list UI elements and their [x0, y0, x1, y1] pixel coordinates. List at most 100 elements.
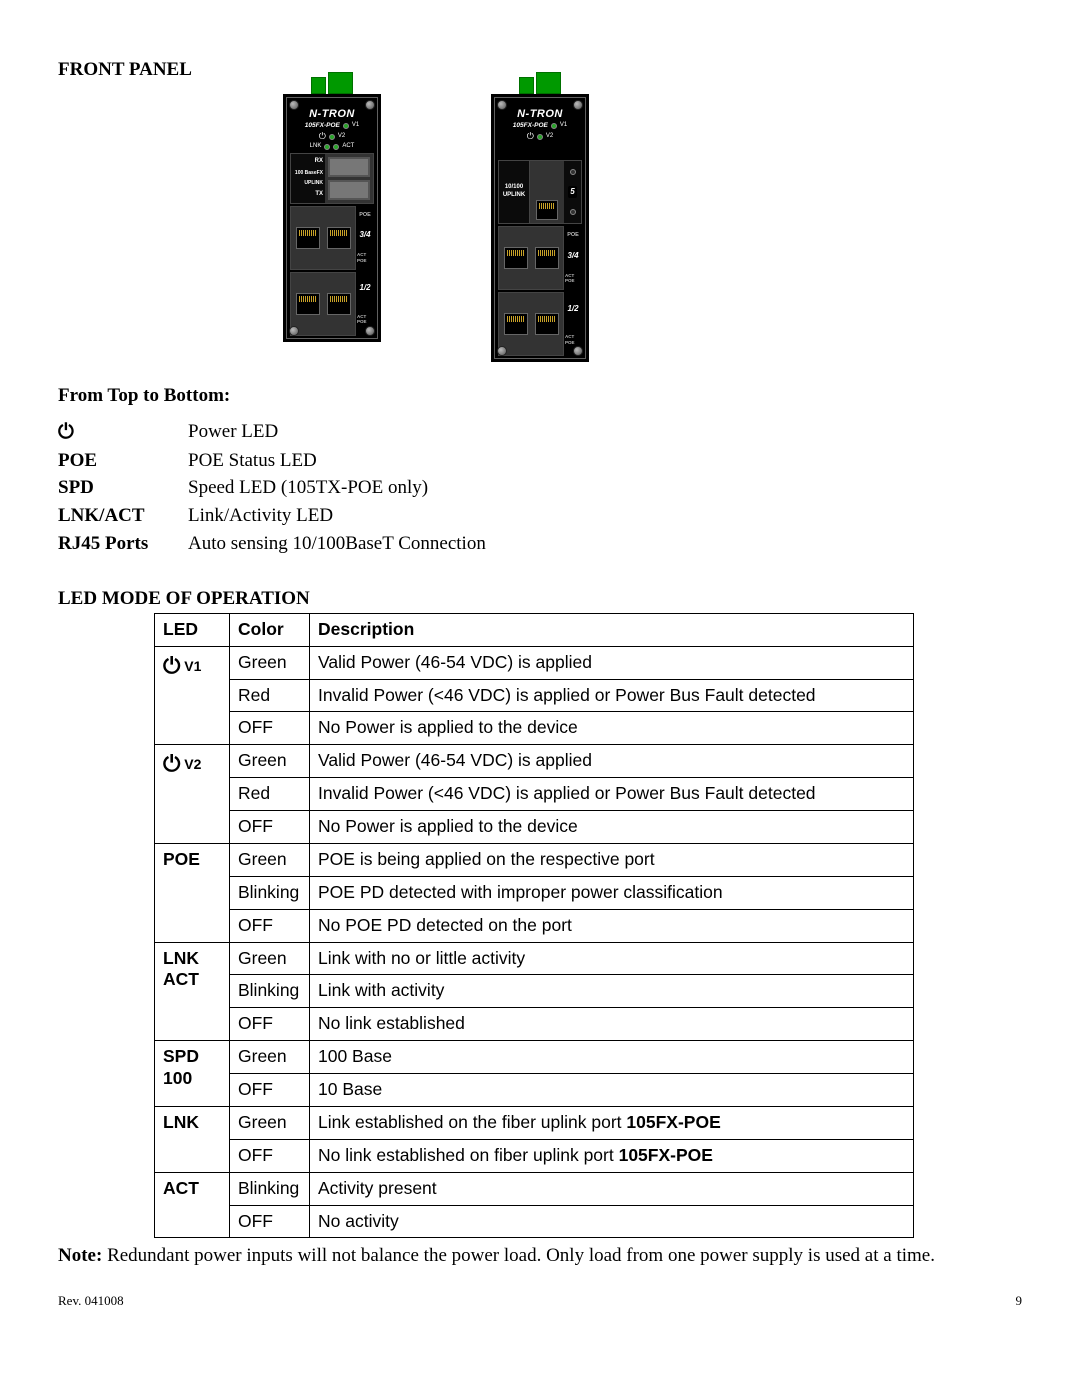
- power-icon: ⏻: [58, 421, 74, 443]
- cell-color: Green: [230, 646, 310, 679]
- tx-10-100-label: 10/100: [501, 184, 527, 192]
- cell-led: SPD100: [155, 1041, 230, 1107]
- power-icon: ⏻: [163, 751, 180, 776]
- def-row: SPD Speed LED (105TX-POE only): [58, 474, 1022, 502]
- led-mode-table: LED Color Description ⏻ V1GreenValid Pow…: [154, 613, 914, 1239]
- cell-description: Link with no or little activity: [310, 942, 914, 975]
- rx-label: RX: [291, 158, 323, 166]
- terminal-block-icon: [311, 77, 326, 94]
- rj45-port-icon: [536, 200, 558, 220]
- screw-icon: [365, 326, 375, 336]
- cell-description: Invalid Power (<46 VDC) is applied or Po…: [310, 778, 914, 811]
- rj45-port-icon: [327, 227, 351, 249]
- rj45-port-icon: [535, 313, 559, 335]
- table-row: RedInvalid Power (<46 VDC) is applied or…: [155, 679, 914, 712]
- def-term: POE: [58, 447, 188, 475]
- led-label-line: 100: [163, 1068, 221, 1090]
- power-icon: ⏻: [319, 131, 326, 142]
- heading-from-top: From Top to Bottom:: [58, 384, 1022, 408]
- led-label-line: SPD: [163, 1046, 221, 1068]
- lnk-label: LNK: [310, 143, 322, 151]
- led-v2-icon: [537, 134, 543, 140]
- cell-description: POE PD detected with improper power clas…: [310, 876, 914, 909]
- led-v2-icon: [329, 134, 335, 140]
- cell-description: Valid Power (46-54 VDC) is applied: [310, 646, 914, 679]
- led-v1-icon: [551, 123, 557, 129]
- rj45-ports-12: 1/2 ACT POE: [290, 272, 374, 336]
- cell-description: Link with activity: [310, 975, 914, 1008]
- cell-color: OFF: [230, 1074, 310, 1107]
- cell-color: OFF: [230, 1008, 310, 1041]
- table-row: POEGreenPOE is being applied on the resp…: [155, 843, 914, 876]
- led-act-icon: [333, 144, 339, 150]
- table-row: OFFNo POE PD detected on the port: [155, 909, 914, 942]
- rj45-port-icon: [296, 227, 320, 249]
- cell-color: Green: [230, 1041, 310, 1074]
- uplink-label: UPLINK: [501, 192, 527, 200]
- cell-color: OFF: [230, 909, 310, 942]
- cell-description: Link established on the fiber uplink por…: [310, 1106, 914, 1139]
- footer-rev: Rev. 041008: [58, 1293, 124, 1309]
- rj45-port-icon: [535, 247, 559, 269]
- fiber-rx-port-icon: [328, 157, 370, 177]
- fiber-tx-port-icon: [328, 180, 370, 200]
- rj45-port-icon: [296, 293, 320, 315]
- cell-color: Blinking: [230, 876, 310, 909]
- def-row: LNK/ACT Link/Activity LED: [58, 502, 1022, 530]
- brand-label: N-TRON: [517, 108, 563, 120]
- led-label-line: ACT: [163, 969, 221, 991]
- table-row: OFF10 Base: [155, 1074, 914, 1107]
- cell-led: ⏻ V1: [155, 646, 230, 745]
- table-row: LNKACTGreenLink with no or little activi…: [155, 942, 914, 975]
- device-tx: N-TRON 105FX-POE V1 ⏻ V2 10/100 UPLINK: [491, 70, 589, 362]
- led-v1-icon: [343, 123, 349, 129]
- rj45-port-icon: [504, 313, 528, 335]
- def-term: RJ45 Ports: [58, 530, 188, 558]
- led-sub-label: V2: [180, 756, 201, 772]
- rj45-ports-34: POE 3/4 ACT POE: [290, 206, 374, 270]
- led-lnk-icon: [324, 144, 330, 150]
- col-led: LED: [155, 613, 230, 646]
- cell-color: Green: [230, 843, 310, 876]
- act-poe-tag: ACT POE: [565, 273, 581, 284]
- port-34-label: 3/4: [357, 229, 372, 241]
- footer-page: 9: [1016, 1293, 1023, 1309]
- power-icon: ⏻: [163, 653, 180, 678]
- terminal-block-icon: [519, 77, 534, 94]
- table-row: OFFNo Power is applied to the device: [155, 712, 914, 745]
- def-term: LNK/ACT: [58, 502, 188, 530]
- cell-led: ACT: [155, 1172, 230, 1238]
- def-desc: Link/Activity LED: [188, 502, 1022, 530]
- act-label: ACT: [342, 143, 354, 151]
- port-12-label: 1/2: [565, 303, 580, 315]
- act-poe-tag: ACT POE: [357, 252, 373, 263]
- table-row: ⏻ V1GreenValid Power (46-54 VDC) is appl…: [155, 646, 914, 679]
- cell-description: POE is being applied on the respective p…: [310, 843, 914, 876]
- cell-led: ⏻ V2: [155, 745, 230, 844]
- page-footer: Rev. 041008 9: [58, 1293, 1022, 1309]
- terminal-block-icon: [536, 72, 561, 94]
- cell-description: 100 Base: [310, 1041, 914, 1074]
- cell-description: No link established on fiber uplink port…: [310, 1139, 914, 1172]
- led-icon: [570, 209, 576, 215]
- cell-led: LNKACT: [155, 942, 230, 1041]
- v1-label: V1: [560, 122, 567, 130]
- note-body: Redundant power inputs will not balance …: [102, 1245, 935, 1266]
- cell-description: No activity: [310, 1205, 914, 1238]
- table-row: OFFNo activity: [155, 1205, 914, 1238]
- col-color: Color: [230, 613, 310, 646]
- cell-color: Red: [230, 778, 310, 811]
- v2-label: V2: [338, 133, 345, 141]
- def-row: RJ45 Ports Auto sensing 10/100BaseT Conn…: [58, 530, 1022, 558]
- act-poe-tag: ACT POE: [357, 314, 373, 325]
- table-row: BlinkingPOE PD detected with improper po…: [155, 876, 914, 909]
- table-row: LNKGreenLink established on the fiber up…: [155, 1106, 914, 1139]
- uplink-label: UPLINK: [291, 180, 323, 187]
- cell-led: LNK: [155, 1106, 230, 1172]
- tx-label: TX: [291, 191, 323, 199]
- screw-icon: [365, 100, 375, 110]
- cell-description: No Power is applied to the device: [310, 712, 914, 745]
- def-desc: POE Status LED: [188, 447, 1022, 475]
- bold-suffix: 105FX-POE: [626, 1112, 720, 1132]
- cell-color: Green: [230, 745, 310, 778]
